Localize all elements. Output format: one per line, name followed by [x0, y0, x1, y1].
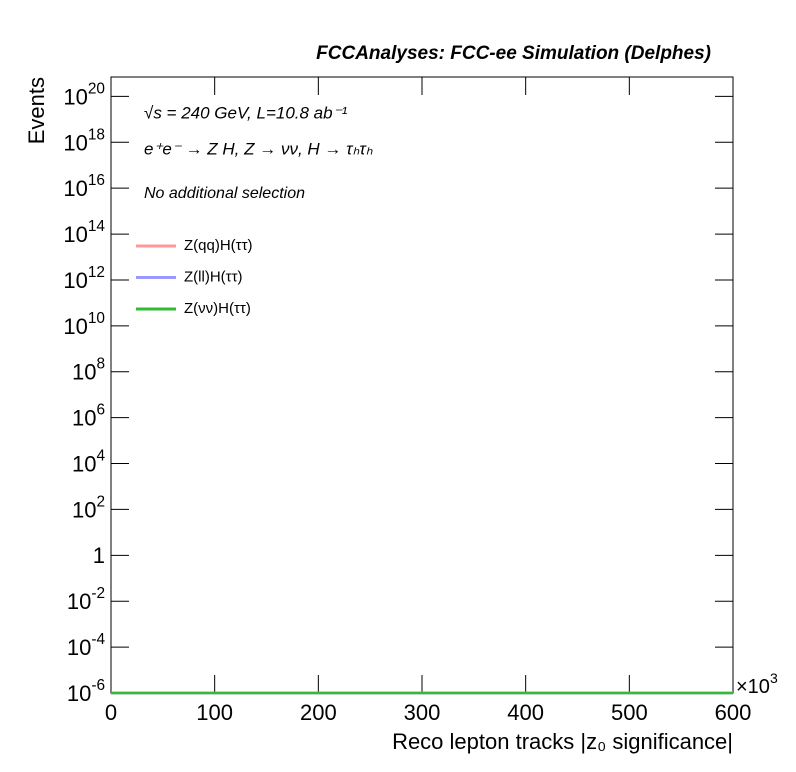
legend-label: Z(ll)H(ττ)	[184, 268, 243, 285]
y-tick-label: 1018	[63, 126, 105, 155]
annotation: e⁺e⁻ → Z H, Z → νν, H → τₕτₕ	[144, 139, 373, 158]
x-tick-label: 600	[715, 700, 752, 725]
x-tick-label: 300	[404, 700, 441, 725]
y-tick-label: 1020	[63, 80, 105, 109]
x-multiplier: ×103	[736, 670, 778, 699]
y-tick-label: 102	[72, 493, 105, 522]
y-tick-label: 10-4	[67, 631, 106, 660]
y-tick-label: 10-6	[67, 677, 105, 706]
x-tick-label: 200	[300, 700, 337, 725]
x-tick-label: 400	[507, 700, 544, 725]
y-tick-label: 1014	[63, 218, 105, 247]
y-tick-label: 1012	[63, 264, 105, 293]
legend-label: Z(νν)H(ττ)	[184, 300, 251, 317]
plot-frame	[110, 76, 734, 694]
y-tick-label: 108	[72, 356, 105, 385]
legend-label: Z(qq)H(ττ)	[184, 237, 253, 254]
y-tick-label: 1	[93, 543, 105, 568]
x-tick-label: 100	[196, 700, 233, 725]
x-tick-label: 0	[105, 700, 117, 725]
y-tick-label: 104	[72, 448, 105, 477]
x-tick-label: 500	[611, 700, 648, 725]
y-axis-label: Events	[24, 77, 49, 144]
y-tick-label: 1010	[63, 310, 105, 339]
y-tick-label: 106	[72, 402, 105, 431]
y-tick-label: 10-2	[67, 585, 105, 614]
chart-title: FCCAnalyses: FCC-ee Simulation (Delphes)	[316, 43, 711, 64]
annotation: √s = 240 GeV, L=10.8 ab⁻¹	[144, 103, 348, 122]
annotation: No additional selection	[144, 185, 305, 202]
x-axis-label: Reco lepton tracks |z₀ significance|	[392, 729, 733, 754]
y-tick-label: 1016	[63, 172, 105, 201]
